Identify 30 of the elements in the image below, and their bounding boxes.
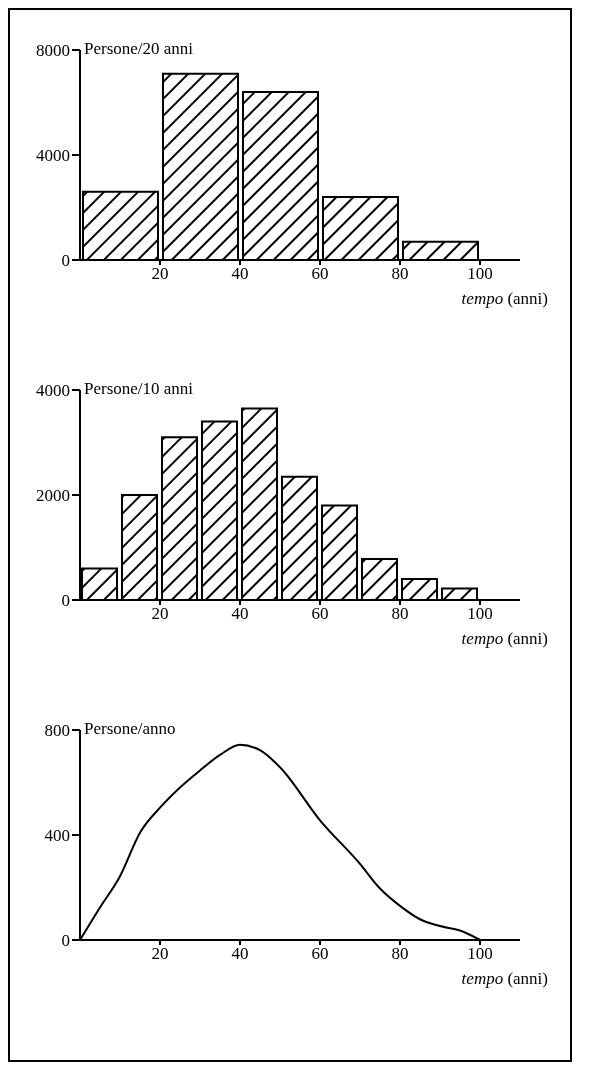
y-tick-label: 400 <box>44 826 70 846</box>
x-tick-label: 20 <box>151 944 169 964</box>
x-tick-label: 20 <box>151 264 169 284</box>
x-tick-label: 80 <box>391 944 409 964</box>
y-tick-label: 4000 <box>36 146 70 166</box>
x-axis-title: tempo (anni) <box>461 289 548 308</box>
x-axis-title: tempo (anni) <box>461 629 548 648</box>
y-axis-title: Persone/10 anni <box>84 379 194 398</box>
y-axis-title: Persone/anno <box>84 719 176 738</box>
y-tick-label: 800 <box>44 721 70 741</box>
x-tick-label: 100 <box>467 944 493 964</box>
x-tick-label: 60 <box>311 604 329 624</box>
x-tick-label: 100 <box>467 264 493 284</box>
x-tick-label: 40 <box>231 604 249 624</box>
x-tick-label: 80 <box>391 264 409 284</box>
y-tick-label: 8000 <box>36 41 70 61</box>
x-tick-label: 60 <box>311 944 329 964</box>
x-tick-label: 40 <box>231 264 249 284</box>
y-axis-title: Persone/20 anni <box>84 39 194 58</box>
y-tick-label: 0 <box>61 591 70 611</box>
y-tick-label: 2000 <box>36 486 70 506</box>
x-tick-label: 40 <box>231 944 249 964</box>
y-tick-label: 0 <box>61 931 70 951</box>
x-tick-label: 60 <box>311 264 329 284</box>
x-tick-label: 100 <box>467 604 493 624</box>
y-tick-label: 0 <box>61 251 70 271</box>
y-tick-label: 4000 <box>36 381 70 401</box>
x-tick-label: 20 <box>151 604 169 624</box>
x-axis-title: tempo (anni) <box>461 969 548 988</box>
x-tick-label: 80 <box>391 604 409 624</box>
